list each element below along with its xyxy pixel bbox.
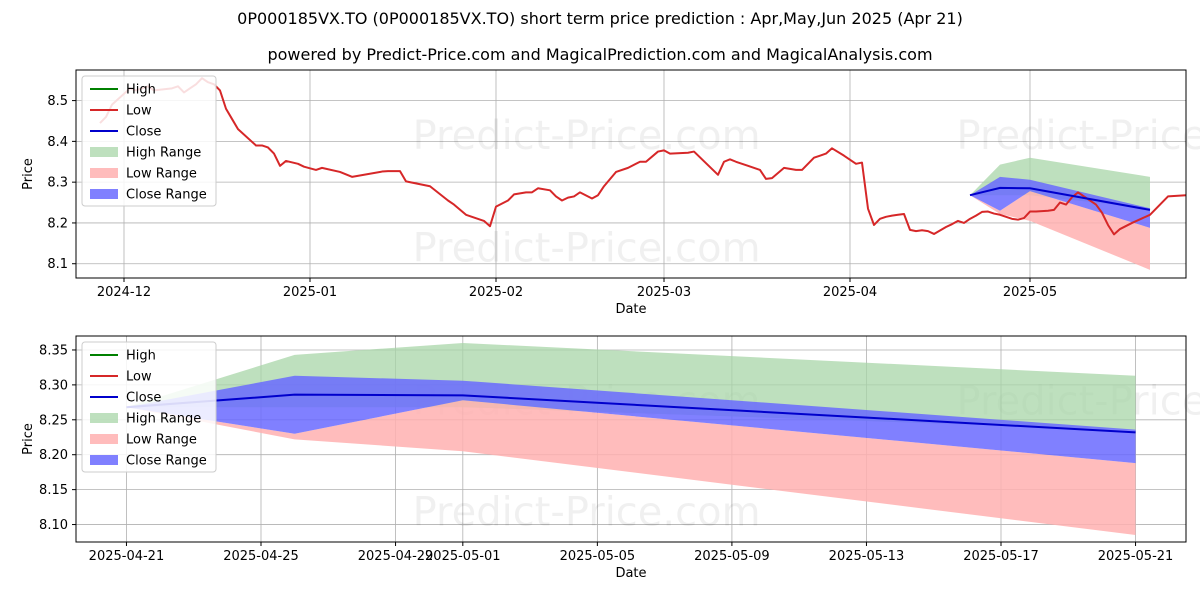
y-axis-label: Price: [21, 423, 36, 455]
legend-label: Low Range: [126, 167, 197, 182]
x-tick-label: 2025-04-29: [358, 549, 434, 564]
axes-frame: [75, 335, 1187, 543]
y-tick-label: 8.25: [39, 413, 68, 428]
high-range-band: [126, 342, 1136, 431]
x-tick-label: 2025-02: [469, 285, 523, 300]
legend-label: Close: [126, 391, 161, 406]
legend-label: High: [126, 83, 156, 98]
legend-swatch: [90, 434, 118, 444]
y-tick-label: 8.15: [39, 483, 68, 498]
y-tick-label: 8.2: [47, 216, 68, 231]
x-tick-label: 2025-05-21: [1098, 549, 1174, 564]
y-axis-label: Price: [21, 158, 36, 190]
legend-label: High Range: [126, 412, 201, 427]
chart-bottom: Predict-Price.comPredict-Price.comPredic…: [21, 335, 1200, 581]
x-tick-label: 2025-05-13: [829, 549, 905, 564]
watermark: Predict-Price.com: [413, 225, 761, 271]
legend-label: Low Range: [126, 433, 197, 448]
y-tick-label: 8.1: [47, 257, 68, 272]
y-tick-label: 8.20: [39, 448, 68, 463]
legend-swatch: [90, 189, 118, 199]
y-tick-label: 8.3: [47, 176, 68, 191]
x-tick-label: 2025-04-25: [223, 549, 299, 564]
legend-swatch: [90, 168, 118, 178]
close-range-band: [970, 176, 1150, 228]
legend-swatch: [90, 147, 118, 157]
x-axis-label: Date: [615, 302, 646, 317]
high-range-band: [970, 157, 1150, 209]
low-range-band: [970, 191, 1150, 270]
y-tick-label: 8.30: [39, 378, 68, 393]
y-tick-label: 8.35: [39, 343, 68, 358]
x-tick-label: 2025-05-09: [694, 549, 770, 564]
x-tick-label: 2025-05-17: [963, 549, 1039, 564]
x-tick-label: 2024-12: [97, 285, 151, 300]
legend-swatch: [90, 413, 118, 423]
x-tick-label: 2025-03: [637, 285, 691, 300]
chart-subtitle: powered by Predict-Price.com and Magical…: [267, 45, 933, 64]
legend: High Low Close High Range Low Range Close Ran…: [81, 341, 217, 473]
x-tick-label: 2025-05-05: [560, 549, 636, 564]
legend-swatch: [90, 455, 118, 465]
chart-top: Predict-Price.com Predict-Price.com Predic…: [21, 69, 1200, 317]
low-range-band: [126, 400, 1136, 536]
legend-label: High: [126, 349, 156, 364]
x-tick-label: 2025-04-21: [89, 549, 165, 564]
legend-label: Close Range: [126, 454, 207, 469]
plot-area: [99, 77, 1186, 270]
chart-title: 0P000185VX.TO (0P000185VX.TO) short term…: [237, 9, 963, 28]
x-tick-label: 2025-01: [283, 285, 337, 300]
x-tick-label: 2025-05: [1003, 285, 1057, 300]
y-tick-label: 8.10: [39, 518, 68, 533]
close-range-band: [126, 375, 1136, 464]
watermark: Predict-Price.com: [957, 113, 1200, 159]
legend-label: Low: [126, 370, 152, 385]
low-series-line: [99, 77, 1186, 236]
legend-label: Low: [126, 104, 152, 119]
legend-label: Close Range: [126, 188, 207, 203]
watermark: Predict-Price.com: [413, 490, 761, 536]
legend: High Low Close High Range Low Range Close Ran…: [81, 75, 217, 207]
y-tick-label: 8.5: [47, 94, 68, 109]
y-tick-label: 8.4: [47, 135, 68, 150]
watermark: Predict-Price.com: [413, 113, 761, 159]
legend-label: High Range: [126, 146, 201, 161]
x-tick-label: 2025-04: [823, 285, 877, 300]
axes-frame: [75, 69, 1187, 279]
legend-label: Close: [126, 125, 161, 140]
x-axis-label: Date: [615, 566, 646, 581]
close-series-line: [969, 186, 1151, 211]
x-tick-label: 2025-05-01: [425, 549, 501, 564]
